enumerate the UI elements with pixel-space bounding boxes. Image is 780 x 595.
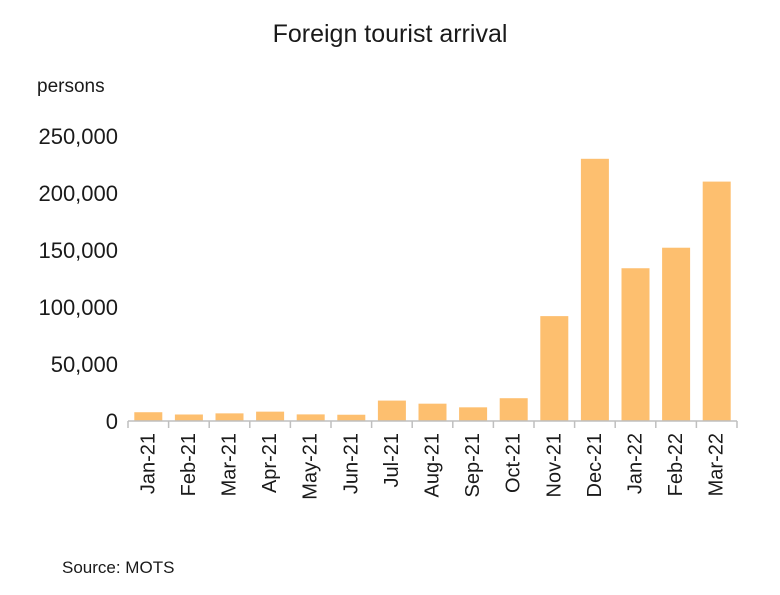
x-tick-label: Aug-21 — [422, 433, 444, 498]
bar-jan-21 — [134, 412, 163, 421]
y-tick-label: 250,000 — [38, 124, 118, 149]
bar-jun-21 — [337, 414, 366, 421]
bars — [134, 158, 731, 422]
bar-jul-21 — [377, 400, 406, 421]
bar-nov-21 — [540, 316, 569, 421]
y-tick-label: 0 — [106, 409, 118, 434]
bar-apr-21 — [256, 411, 285, 421]
x-tick-label: May-21 — [300, 433, 322, 500]
x-tick-label: Jan-21 — [137, 433, 159, 494]
bar-dec-21 — [580, 158, 609, 422]
y-axis-unit-label: persons — [37, 76, 105, 97]
x-tick-label: Mar-22 — [706, 433, 728, 496]
y-tick-label: 100,000 — [38, 295, 118, 320]
x-tick-label: Jun-21 — [340, 433, 362, 494]
bar-aug-21 — [418, 403, 447, 421]
bar-oct-21 — [499, 398, 528, 421]
y-tick-label: 150,000 — [38, 238, 118, 263]
bar-jan-22 — [621, 268, 650, 421]
bar-feb-21 — [174, 414, 203, 421]
y-tick-label: 50,000 — [51, 352, 118, 377]
x-tick-label: Sep-21 — [462, 433, 484, 498]
source-note: Source: MOTS — [62, 558, 174, 577]
x-tick-label: Mar-21 — [219, 433, 241, 496]
x-tick-label: Apr-21 — [259, 433, 281, 493]
x-tick-label: Jan-22 — [625, 433, 647, 494]
x-tick-label: Feb-22 — [665, 433, 687, 496]
bar-mar-21 — [215, 413, 244, 421]
x-tick-label: Dec-21 — [584, 433, 606, 497]
x-tick-label: Feb-21 — [178, 433, 200, 496]
chart-title: Foreign tourist arrival — [273, 20, 508, 48]
x-tick-label: Nov-21 — [543, 433, 565, 497]
y-tick-label: 200,000 — [38, 181, 118, 206]
x-tick-label: Jul-21 — [381, 433, 403, 487]
bar-feb-22 — [662, 247, 691, 421]
y-axis-ticks: 0 50,000 100,000 150,000 200,000 250,000 — [38, 124, 118, 434]
bar-sep-21 — [459, 407, 488, 421]
x-axis-ticks: Jan-21 Feb-21 Mar-21 Apr-21 May-21 Jun-21 Jul-… — [127, 421, 738, 500]
bar-mar-22 — [702, 181, 731, 421]
x-tick-label: Oct-21 — [503, 433, 525, 493]
bar-may-21 — [296, 414, 325, 421]
